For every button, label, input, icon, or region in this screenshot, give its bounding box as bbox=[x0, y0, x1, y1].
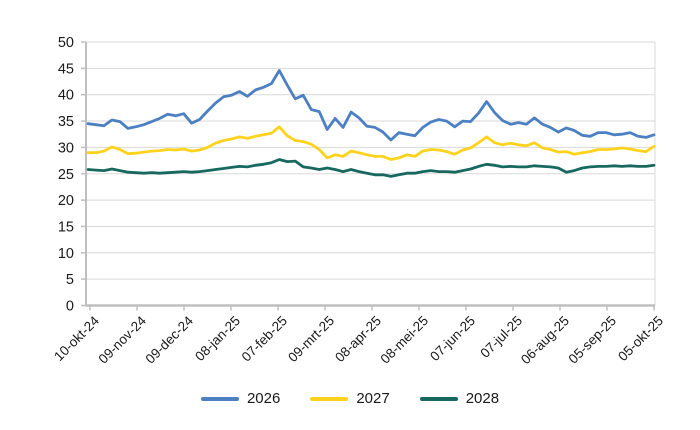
x-tick-label: 09-nov-24 bbox=[96, 313, 150, 367]
legend-label-2026: 2026 bbox=[246, 390, 281, 407]
legend-item-2028: 2028 bbox=[419, 390, 500, 407]
y-tick-label: 30 bbox=[58, 140, 74, 156]
x-tick-label: 07-jun-25 bbox=[427, 313, 478, 364]
y-tick-label: 5 bbox=[66, 272, 74, 288]
legend-swatch-2028 bbox=[419, 396, 458, 401]
legend-item-2026: 2026 bbox=[200, 390, 281, 407]
x-tick-label: 07-feb-25 bbox=[239, 313, 290, 364]
x-tick-label: 05-okt-25 bbox=[615, 313, 666, 364]
x-tick-label: 08-apr-25 bbox=[332, 313, 384, 365]
x-tick-label: 09-dec-24 bbox=[143, 313, 197, 367]
y-tick-label: 0 bbox=[66, 299, 74, 315]
y-tick-label: 15 bbox=[58, 219, 74, 235]
series-line-2026 bbox=[86, 69, 656, 142]
x-tick-label: 06-aug-25 bbox=[518, 313, 572, 367]
x-tick-label: 07-jul-25 bbox=[477, 313, 525, 361]
y-tick-label: 10 bbox=[58, 246, 74, 262]
legend-swatch-2027 bbox=[310, 396, 349, 401]
legend-item-2027: 2027 bbox=[310, 390, 390, 407]
y-tick-label: 35 bbox=[58, 114, 74, 130]
y-tick-label: 50 bbox=[58, 35, 74, 51]
y-tick-label: 25 bbox=[58, 167, 74, 183]
legend-label-2028: 2028 bbox=[465, 390, 500, 407]
x-tick-label: 08-mei-25 bbox=[378, 313, 432, 367]
y-tick-label: 45 bbox=[58, 61, 74, 77]
legend: 2026 2027 2028 bbox=[0, 390, 700, 407]
legend-swatch-2026 bbox=[200, 396, 239, 401]
y-tick-label: 20 bbox=[58, 193, 74, 209]
series-line-2028 bbox=[86, 158, 656, 178]
legend-label-2027: 2027 bbox=[356, 390, 390, 407]
x-tick-label: 08-jan-25 bbox=[192, 313, 243, 364]
series-line-2027 bbox=[86, 125, 656, 161]
x-tick-label: 05-sep-25 bbox=[566, 313, 620, 367]
y-tick-label: 40 bbox=[58, 88, 74, 104]
x-tick-label: 09-mrt-25 bbox=[285, 313, 337, 365]
